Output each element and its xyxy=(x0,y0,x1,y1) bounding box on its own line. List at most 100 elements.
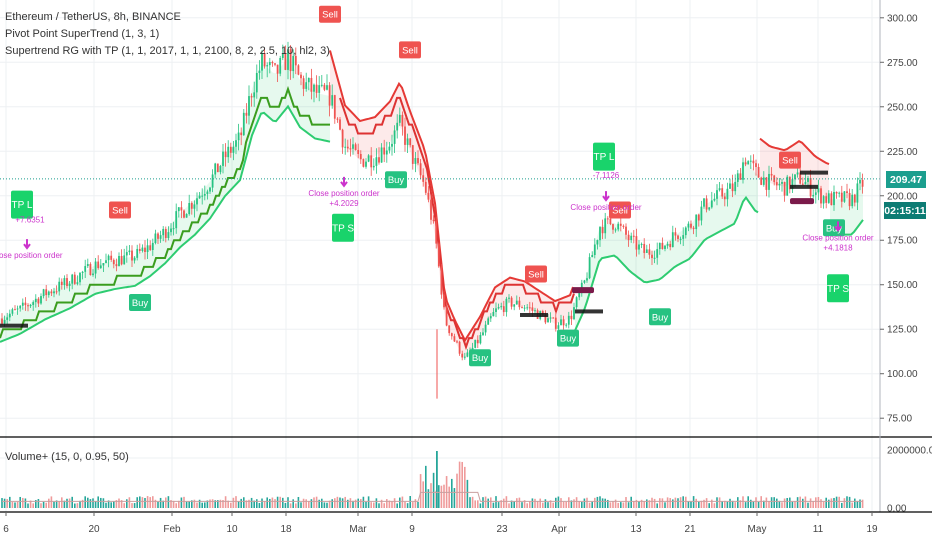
candle-body xyxy=(333,95,336,119)
volume-bar xyxy=(685,496,687,508)
time-axis-label: 18 xyxy=(280,524,292,535)
candle-body xyxy=(648,249,651,255)
candle-body xyxy=(320,84,323,86)
buy-signal-buy: Buy xyxy=(823,219,845,237)
volume-bar xyxy=(461,461,463,508)
volume-bar xyxy=(789,497,791,508)
order-note-text: Close position order xyxy=(570,203,641,212)
volume-bar xyxy=(765,497,768,508)
candle-body xyxy=(674,232,677,236)
candle-body xyxy=(378,157,380,163)
volume-bar xyxy=(609,502,612,508)
volume-bar xyxy=(729,498,731,508)
volume-bar xyxy=(295,503,297,508)
candle-body xyxy=(515,300,518,305)
volume-bar xyxy=(35,500,37,508)
volume-bar xyxy=(838,496,840,508)
candle-body xyxy=(66,278,68,287)
volume-bar xyxy=(815,497,817,508)
volume-bar xyxy=(482,497,484,508)
signal-label-text: Buy xyxy=(472,353,489,364)
candle-body xyxy=(180,207,183,211)
volume-bar xyxy=(224,496,227,508)
candle-body xyxy=(807,178,809,182)
volume-axis-label: 2000000.00 xyxy=(887,446,932,457)
volume-bar xyxy=(157,501,159,508)
volume-bar xyxy=(232,497,235,508)
candle-body xyxy=(411,145,414,164)
legend-symbol-title: Ethereum / TetherUS, 8h, BINANCE xyxy=(5,11,181,23)
volume-bar xyxy=(661,498,664,508)
candle-body xyxy=(791,179,794,190)
candle-body xyxy=(487,318,490,325)
volume-bar xyxy=(708,503,710,508)
candle-body xyxy=(531,307,534,311)
signal-label-box xyxy=(469,349,491,367)
volume-bar xyxy=(297,496,300,508)
candle-body xyxy=(599,227,601,241)
candle-body xyxy=(827,193,830,203)
candle-body xyxy=(583,280,586,283)
candle-body xyxy=(177,207,180,212)
volume-bars xyxy=(1,451,864,508)
candle-body xyxy=(97,261,100,269)
candle-body xyxy=(716,190,718,199)
volume-bar xyxy=(664,502,666,508)
buy-signal-buy: Buy xyxy=(385,171,407,189)
volume-bar xyxy=(607,499,609,508)
volume-bar xyxy=(695,498,697,508)
candle-body xyxy=(861,179,864,187)
volume-bar xyxy=(100,497,102,508)
candle-body xyxy=(817,188,820,193)
candle-body xyxy=(151,242,154,250)
time-axis-label: 6 xyxy=(3,524,9,535)
volume-bar xyxy=(154,499,157,508)
downtrend-fill xyxy=(330,50,573,360)
volume-bar xyxy=(196,502,198,508)
volume-bar xyxy=(414,499,417,508)
candle-body xyxy=(219,165,222,173)
volume-bar xyxy=(436,451,438,508)
time-axis-label: Feb xyxy=(163,524,181,535)
candle-body xyxy=(32,302,35,305)
legend-volume: Volume+ (15, 0, 0.95, 50) xyxy=(5,451,129,463)
time-axis-label: 11 xyxy=(813,524,824,535)
candle-body xyxy=(276,64,279,74)
candle-body xyxy=(804,181,807,185)
candle-body xyxy=(476,339,479,344)
candle-body xyxy=(190,202,193,209)
volume-bar xyxy=(204,502,206,508)
volume-bar xyxy=(362,496,365,508)
volume-bar xyxy=(347,499,349,508)
volume-bar xyxy=(835,496,838,508)
candle-body xyxy=(216,163,219,173)
volume-bar xyxy=(349,498,352,508)
candle-body xyxy=(437,243,440,267)
candle-body xyxy=(768,173,770,190)
candle-body xyxy=(638,244,640,250)
candle-body xyxy=(263,53,266,67)
volume-bar xyxy=(674,497,677,508)
candle-body xyxy=(586,278,588,281)
candle-body xyxy=(853,194,856,203)
candle-body xyxy=(843,191,846,202)
volume-bar xyxy=(178,500,180,508)
volume-bar xyxy=(768,501,770,508)
volume-bar xyxy=(159,497,162,508)
candle-body xyxy=(344,146,347,148)
volume-bar xyxy=(152,496,154,508)
volume-bar xyxy=(565,501,567,508)
signal-label-box xyxy=(525,265,547,283)
candle-body xyxy=(53,291,55,294)
candle-body xyxy=(695,214,698,230)
volume-bar xyxy=(848,496,851,508)
order-arrow-icon xyxy=(602,191,610,202)
sell-signal-sell: Sell xyxy=(525,265,547,283)
candle-body xyxy=(196,198,198,205)
volume-bar xyxy=(552,502,554,508)
volume-bar xyxy=(188,501,190,508)
candle-body xyxy=(859,179,861,184)
volume-bar xyxy=(856,500,859,508)
volume-bar xyxy=(731,500,734,508)
